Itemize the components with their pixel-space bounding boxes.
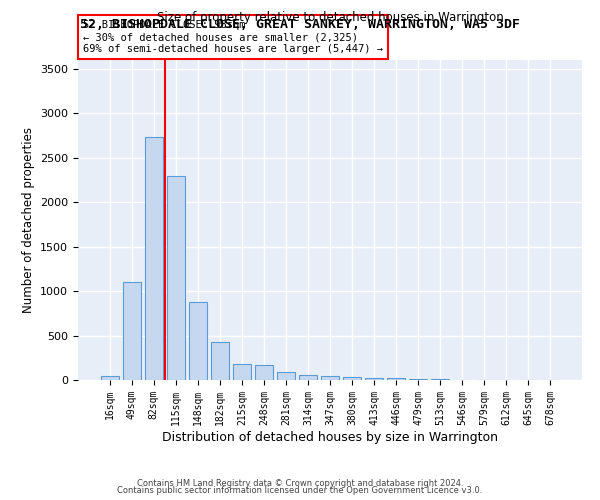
Bar: [365, 378, 383, 380]
Bar: [211, 342, 229, 380]
Text: 52, BISHOPDALE CLOSE, GREAT SANKEY, WARRINGTON, WA5 3DF: 52, BISHOPDALE CLOSE, GREAT SANKEY, WARR…: [80, 18, 520, 30]
Bar: [277, 372, 295, 380]
Bar: [255, 366, 273, 380]
Bar: [387, 378, 405, 380]
Bar: [101, 376, 119, 380]
Y-axis label: Number of detached properties: Number of detached properties: [22, 127, 35, 313]
Bar: [233, 364, 251, 380]
Title: Size of property relative to detached houses in Warrington: Size of property relative to detached ho…: [157, 11, 503, 24]
Bar: [409, 379, 427, 380]
Text: Contains public sector information licensed under the Open Government Licence v3: Contains public sector information licen…: [118, 486, 482, 495]
Bar: [321, 376, 339, 380]
Text: Contains HM Land Registry data © Crown copyright and database right 2024.: Contains HM Land Registry data © Crown c…: [137, 478, 463, 488]
Bar: [299, 374, 317, 380]
Bar: [145, 138, 163, 380]
Bar: [167, 176, 185, 380]
X-axis label: Distribution of detached houses by size in Warrington: Distribution of detached houses by size …: [162, 430, 498, 444]
Bar: [123, 282, 140, 380]
Bar: [343, 378, 361, 380]
Text: 52 BISHOPDALE CLOSE: 98sqm
← 30% of detached houses are smaller (2,325)
69% of s: 52 BISHOPDALE CLOSE: 98sqm ← 30% of deta…: [83, 20, 383, 54]
Bar: [189, 302, 206, 380]
